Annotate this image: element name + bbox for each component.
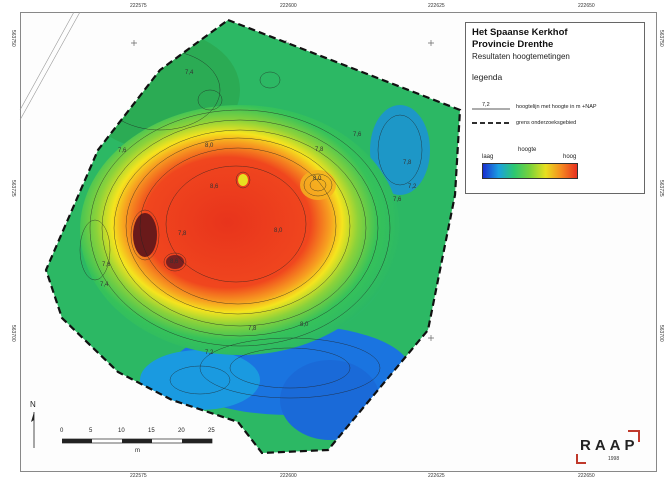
contour-label: 8,0	[313, 176, 322, 182]
contour-label: 7,8	[315, 147, 324, 153]
coord-bottom-3: 222625	[428, 473, 445, 479]
contour-label: 7,2	[408, 184, 417, 190]
contour-label: 7,8	[248, 326, 257, 332]
coord-bottom-1: 222575	[130, 473, 147, 479]
coord-top-1: 222575	[130, 3, 147, 9]
contour-sample-value: 7,2	[482, 102, 490, 108]
coord-left-1: 563750	[10, 30, 16, 47]
scale-tick-0: 0	[60, 428, 64, 434]
raap-logo: RAAP	[580, 437, 639, 454]
contour-line-symbol: 7,2	[472, 102, 510, 111]
contour-label: 7,2	[205, 350, 214, 356]
contour-label: 7,6	[118, 148, 127, 154]
coord-bottom-4: 222650	[578, 473, 595, 479]
ramp-low-label: laag	[482, 154, 494, 160]
scale-bar-graphic	[62, 438, 213, 444]
contour-label: 8,0	[205, 143, 214, 149]
scale-tick-10: 10	[118, 428, 125, 434]
legend-subtitle: Resultaten hoogtemetingen	[472, 52, 570, 61]
reference-line	[19, 11, 75, 111]
north-arrow-icon	[31, 412, 35, 448]
elevation-color-ramp	[482, 163, 578, 179]
scale-tick-20: 20	[178, 428, 185, 434]
legend: Het Spaanse Kerkhof Provincie Drenthe Re…	[465, 22, 645, 194]
contour-label: 7,8	[178, 231, 187, 237]
contour-label: 7,8	[403, 160, 412, 166]
contour-label: 7,6	[353, 132, 362, 138]
legend-title: Het Spaanse Kerkhof	[472, 27, 568, 38]
coord-top-4: 222650	[578, 3, 595, 9]
logo-year: 1998	[608, 456, 620, 462]
logo-corner-mark	[576, 454, 586, 464]
ramp-high-label: hoog	[563, 154, 577, 160]
scale-tick-5: 5	[89, 428, 93, 434]
contour-label: 7,4	[185, 70, 194, 76]
boundary-label-text: grens onderzoeksgebied	[516, 120, 577, 126]
contour-label: 7,4	[100, 282, 109, 288]
legend-title-province: Provincie Drenthe	[472, 39, 554, 50]
coord-right-1: 563750	[658, 30, 664, 47]
contour-label: 8,0	[300, 322, 309, 328]
legend-heading: legenda	[472, 72, 503, 82]
contour-label: 8,6	[210, 184, 219, 190]
scale-unit: m	[135, 448, 140, 454]
ramp-title: hoogte	[518, 147, 537, 153]
coord-right-2: 563725	[658, 180, 664, 197]
coord-top-3: 222625	[428, 3, 445, 9]
coord-bottom-2: 222600	[280, 473, 297, 479]
scale-tick-15: 15	[148, 428, 155, 434]
legend-boundary-row: grens onderzoeksgebied	[472, 119, 576, 127]
contour-label: 8,6	[170, 259, 179, 265]
coord-left-2: 563725	[10, 180, 16, 197]
coord-top-2: 222600	[280, 3, 297, 9]
contour-label: 8,0	[274, 228, 283, 234]
logo-corner-mark	[628, 430, 640, 442]
legend-contour-row: 7,2 hoogtelijn met hoogte in m +NAP	[472, 102, 597, 111]
contour-label: 7,6	[102, 262, 111, 268]
north-label: N	[30, 400, 36, 409]
contour-label: 7,6	[393, 197, 402, 203]
scale-tick-25: 25	[208, 428, 215, 434]
contour-label-text: hoogtelijn met hoogte in m +NAP	[516, 104, 597, 110]
reference-line	[19, 11, 81, 121]
boundary-line-symbol	[472, 119, 510, 127]
survey-boundary	[44, 18, 462, 455]
coord-left-3: 563700	[10, 325, 16, 342]
coord-right-3: 563700	[658, 325, 664, 342]
